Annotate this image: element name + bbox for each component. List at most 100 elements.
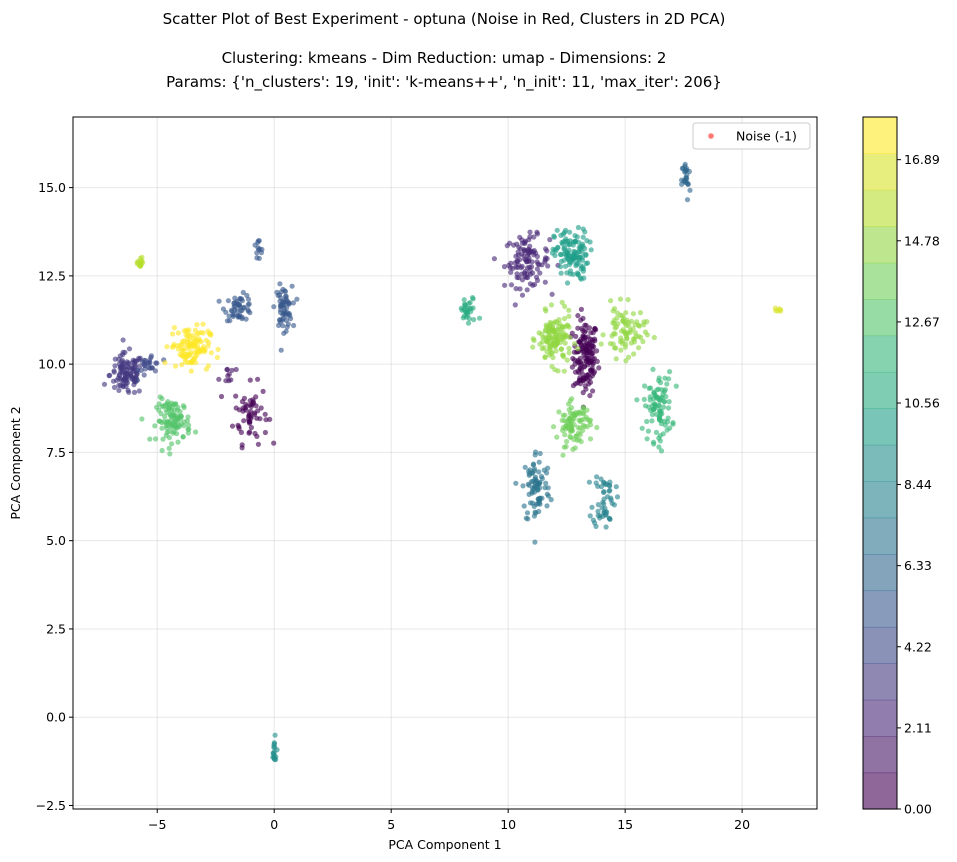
- scatter-point: [115, 375, 121, 381]
- scatter-point: [274, 747, 280, 753]
- scatter-point: [118, 382, 124, 388]
- scatter-point: [571, 436, 577, 443]
- scatter-point: [227, 318, 233, 324]
- scatter-point: [665, 415, 671, 421]
- scatter-point: [131, 382, 137, 388]
- scatter-point: [566, 416, 573, 422]
- scatter-point: [656, 378, 662, 384]
- colorbar-band: [863, 262, 897, 300]
- scatter-point: [650, 406, 656, 413]
- scatter-point: [504, 243, 510, 249]
- scatter-point: [517, 286, 523, 292]
- scatter-point: [262, 411, 268, 417]
- scatter-point: [255, 376, 261, 382]
- scatter-point: [216, 376, 222, 382]
- scatter-point: [542, 306, 548, 312]
- colorbar-band: [863, 517, 897, 555]
- scatter-point: [226, 371, 232, 377]
- scatter-point: [280, 303, 286, 309]
- x-tick-label: 5: [387, 817, 395, 832]
- scatter-point: [564, 357, 570, 363]
- scatter-point: [514, 274, 520, 281]
- scatter-point: [194, 352, 200, 358]
- x-tick-label: 10: [500, 817, 516, 832]
- scatter-point: [533, 501, 540, 507]
- scatter-point: [527, 471, 533, 477]
- scatter-point: [600, 332, 606, 338]
- scatter-point: [240, 408, 246, 414]
- scatter-point: [612, 345, 618, 351]
- scatter-point: [558, 258, 565, 265]
- scatter-point: [139, 254, 145, 260]
- scatter-point: [601, 489, 607, 495]
- colorbar-tick-label: 2.11: [904, 720, 932, 735]
- scatter-point: [575, 424, 581, 431]
- scatter-point: [561, 368, 567, 374]
- scatter-point: [772, 305, 778, 311]
- scatter-point: [539, 476, 545, 482]
- scatter-point: [181, 404, 187, 411]
- scatter-point: [181, 423, 187, 429]
- scatter-point: [644, 436, 650, 442]
- scatter-point: [276, 322, 282, 328]
- colorbar-tick-label: 14.78: [904, 233, 940, 248]
- scatter-point: [653, 429, 660, 435]
- scatter-point: [545, 335, 552, 342]
- scatter-point: [560, 412, 566, 418]
- scatter-point: [171, 325, 177, 331]
- scatter-point: [550, 354, 556, 361]
- scatter-point: [656, 444, 662, 450]
- scatter-point: [558, 339, 564, 345]
- scatter-point: [623, 358, 629, 364]
- scatter-point: [254, 433, 260, 439]
- colorbar-band: [863, 117, 897, 155]
- scatter-point: [572, 249, 578, 255]
- scatter-point: [581, 375, 587, 381]
- x-tick-label: 15: [617, 817, 633, 832]
- scatter-point: [208, 350, 214, 356]
- scatter-point: [542, 279, 548, 285]
- scatter-point: [185, 414, 191, 420]
- scatter-point: [549, 291, 555, 297]
- scatter-point: [524, 265, 531, 271]
- scatter-point: [576, 359, 582, 366]
- scatter-point: [126, 389, 132, 395]
- scatter-point: [610, 320, 616, 326]
- scatter-point: [162, 360, 168, 366]
- scatter-point: [272, 732, 278, 738]
- scatter-point: [575, 272, 581, 278]
- scatter-point: [623, 330, 629, 336]
- scatter-point: [120, 349, 126, 355]
- scatter-point: [246, 430, 252, 436]
- scatter-point: [573, 333, 579, 339]
- scatter-point: [594, 348, 600, 354]
- scatter-point: [549, 363, 555, 370]
- scatter-point: [580, 406, 586, 412]
- scatter-point: [544, 256, 550, 262]
- scatter-point: [644, 418, 650, 425]
- scatter-point: [164, 344, 170, 350]
- scatter-point: [530, 282, 536, 288]
- scatter-point: [673, 383, 679, 389]
- scatter-point: [544, 491, 550, 497]
- scatter-point: [587, 513, 593, 519]
- scatter-point: [575, 224, 582, 231]
- scatter-point: [519, 263, 525, 269]
- scatter-point: [527, 243, 533, 249]
- scatter-point: [247, 377, 253, 383]
- scatter-point: [253, 394, 259, 400]
- scatter-point: [540, 335, 546, 341]
- scatter-point: [564, 280, 571, 286]
- scatter-point: [670, 421, 676, 427]
- scatter-point: [619, 338, 626, 344]
- scatter-point: [548, 302, 555, 308]
- scatter-point: [524, 259, 530, 265]
- scatter-point: [466, 316, 472, 322]
- y-axis-ticks: −2.5 0.0 2.5 5.0 7.5 10.0 12.5 15.0: [36, 180, 73, 813]
- scatter-point: [649, 411, 656, 418]
- scatter-point: [564, 270, 570, 276]
- scatter-point: [588, 247, 594, 253]
- scatter-point: [521, 503, 527, 509]
- scatter-point: [666, 376, 672, 382]
- scatter-point: [245, 296, 252, 302]
